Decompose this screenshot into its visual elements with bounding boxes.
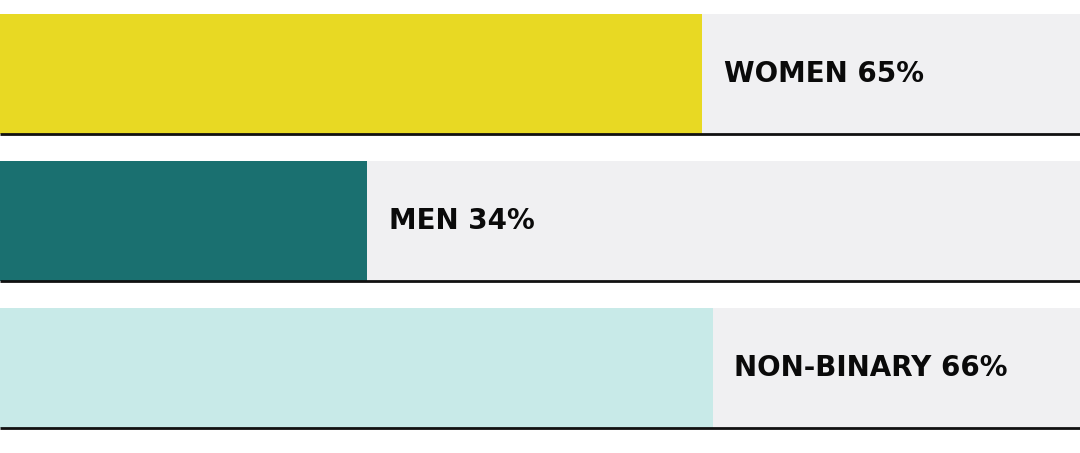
Bar bbox=[0, 308, 713, 428]
Text: MEN 34%: MEN 34% bbox=[389, 207, 535, 235]
Bar bbox=[0, 161, 1080, 281]
Text: WOMEN 65%: WOMEN 65% bbox=[724, 60, 923, 87]
Bar bbox=[0, 14, 1080, 134]
Bar bbox=[0, 308, 1080, 428]
Text: NON-BINARY 66%: NON-BINARY 66% bbox=[734, 354, 1008, 382]
Bar bbox=[0, 161, 367, 281]
Bar bbox=[0, 14, 702, 134]
